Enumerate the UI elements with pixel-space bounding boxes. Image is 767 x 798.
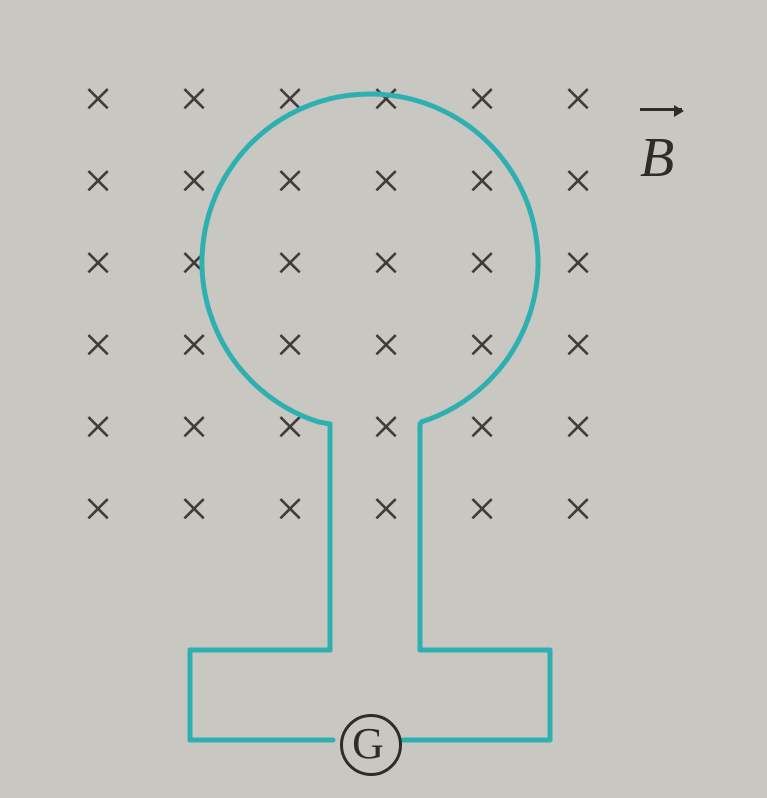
- diagram-canvas: ×××××××××××××××××××××××××××××××××××× B G: [0, 0, 767, 798]
- circuit-wires: [0, 0, 767, 798]
- galvanometer-label: G: [352, 722, 384, 766]
